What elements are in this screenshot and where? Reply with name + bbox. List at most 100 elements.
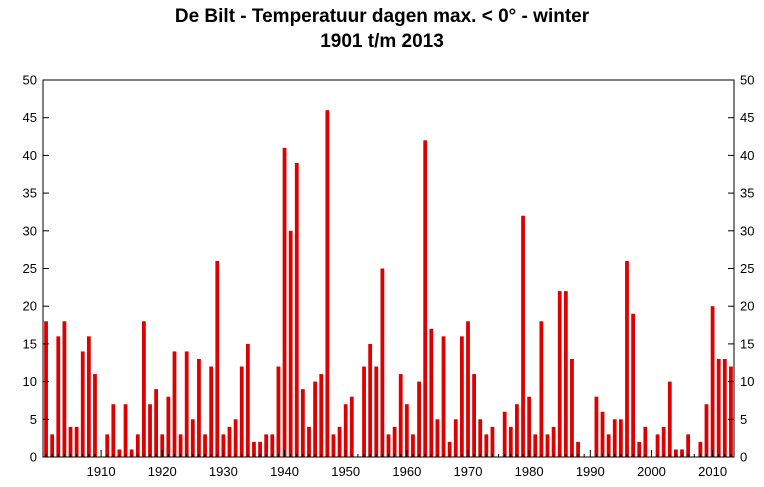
bar-1954	[368, 343, 373, 457]
bar-1970	[466, 321, 470, 457]
bar-1964	[429, 328, 434, 457]
bars-group	[44, 110, 733, 458]
bar-1925	[190, 419, 195, 457]
bar-1973	[484, 434, 489, 457]
bar-1980	[527, 396, 532, 457]
bar-1983	[545, 434, 550, 457]
bar-1958	[392, 426, 397, 457]
bar-1957	[386, 434, 391, 457]
bar-2013	[729, 366, 733, 457]
bar-1912	[111, 404, 116, 457]
y-tick-label-right: 15	[740, 336, 754, 351]
plot-frame	[42, 79, 735, 458]
bar-1948	[331, 434, 336, 457]
bar-1974	[490, 426, 495, 457]
y-tick-label-right: 5	[740, 412, 747, 427]
bar-1988	[576, 441, 580, 457]
bar-1965	[435, 419, 440, 457]
bar-1921	[166, 396, 171, 457]
y-tick-label-right: 20	[740, 299, 754, 314]
bar-1903	[56, 336, 61, 457]
bar-1953	[362, 366, 366, 457]
bar-1933	[239, 366, 244, 457]
bar-1930	[221, 434, 226, 457]
x-tick-label: 1980	[515, 464, 544, 479]
y-tick-label-left: 5	[30, 412, 37, 427]
bar-1995	[618, 419, 623, 457]
bar-1994	[612, 419, 617, 457]
bar-1920	[160, 434, 165, 457]
y-tick-label-left: 40	[23, 148, 37, 163]
bar-1911	[105, 434, 110, 457]
x-tick-label: 1990	[576, 464, 605, 479]
x-tick-label: 1940	[270, 464, 299, 479]
bar-1909	[93, 374, 97, 457]
x-tick-label: 1960	[392, 464, 421, 479]
bar-1978	[515, 404, 519, 457]
bar-1915	[129, 449, 134, 457]
axes-group: 0 0 5 5 10 10 15 15 20 20 25 25 30 30 35 35 40 40 45 45 50 50…	[23, 73, 755, 480]
bar-1969	[459, 336, 464, 457]
bar-1927	[203, 434, 207, 457]
bar-2012	[722, 358, 727, 457]
bar-1944	[307, 426, 311, 457]
bar-1922	[172, 351, 177, 457]
bar-1962	[417, 381, 421, 457]
bar-1976	[502, 411, 507, 457]
bar-1908	[86, 336, 91, 457]
bar-1924	[184, 351, 189, 457]
bar-1961	[411, 434, 415, 457]
bar-1905	[68, 426, 73, 457]
x-tick-label: 2010	[698, 464, 727, 479]
bar-1919	[154, 389, 159, 457]
bar-1955	[374, 366, 379, 457]
bar-1916	[135, 434, 140, 457]
bar-1996	[625, 260, 629, 457]
bar-2009	[704, 404, 709, 457]
bar-1904	[62, 321, 67, 457]
bar-1960	[404, 404, 409, 457]
bar-1926	[197, 358, 201, 457]
x-tick-label: 1910	[87, 464, 116, 479]
bar-1949	[337, 426, 342, 457]
bar-1993	[606, 434, 611, 457]
bar-1934	[245, 343, 250, 457]
bar-1907	[80, 351, 85, 457]
bar-1998	[637, 441, 642, 457]
y-tick-label-left: 15	[23, 336, 37, 351]
y-tick-label-left: 0	[30, 450, 37, 465]
bar-1901	[44, 321, 48, 457]
bar-1999	[643, 426, 648, 457]
bar-1902	[50, 434, 55, 457]
bar-2011	[716, 358, 721, 457]
y-tick-label-left: 20	[23, 299, 37, 314]
y-tick-label-left: 25	[23, 261, 37, 276]
bar-1967	[447, 441, 452, 457]
bar-1939	[276, 366, 281, 457]
bar-1936	[258, 441, 262, 457]
bar-1977	[508, 426, 513, 457]
y-tick-label-right: 30	[740, 223, 754, 238]
chart-subtitle-line: 1901 t/m 2013	[320, 31, 444, 52]
y-tick-label-left: 30	[23, 223, 37, 238]
y-tick-label-left: 10	[23, 374, 37, 389]
bar-1932	[233, 419, 238, 457]
bar-2010	[710, 306, 715, 457]
bar-1992	[600, 411, 605, 457]
bar-1913	[117, 449, 122, 457]
x-tick-label: 1930	[209, 464, 238, 479]
y-tick-label-left: 35	[23, 186, 37, 201]
bar-1986	[563, 291, 568, 457]
bar-1981	[533, 434, 538, 457]
bar-1946	[319, 374, 324, 457]
y-tick-label-right: 25	[740, 261, 754, 276]
bar-2002	[661, 426, 666, 457]
bar-1914	[123, 404, 128, 457]
x-tick-label: 1950	[331, 464, 360, 479]
x-tick-label: 1920	[148, 464, 177, 479]
y-tick-label-left: 50	[23, 73, 37, 88]
bar-1985	[557, 291, 562, 457]
bar-2001	[655, 434, 660, 457]
bar-1982	[539, 321, 544, 457]
